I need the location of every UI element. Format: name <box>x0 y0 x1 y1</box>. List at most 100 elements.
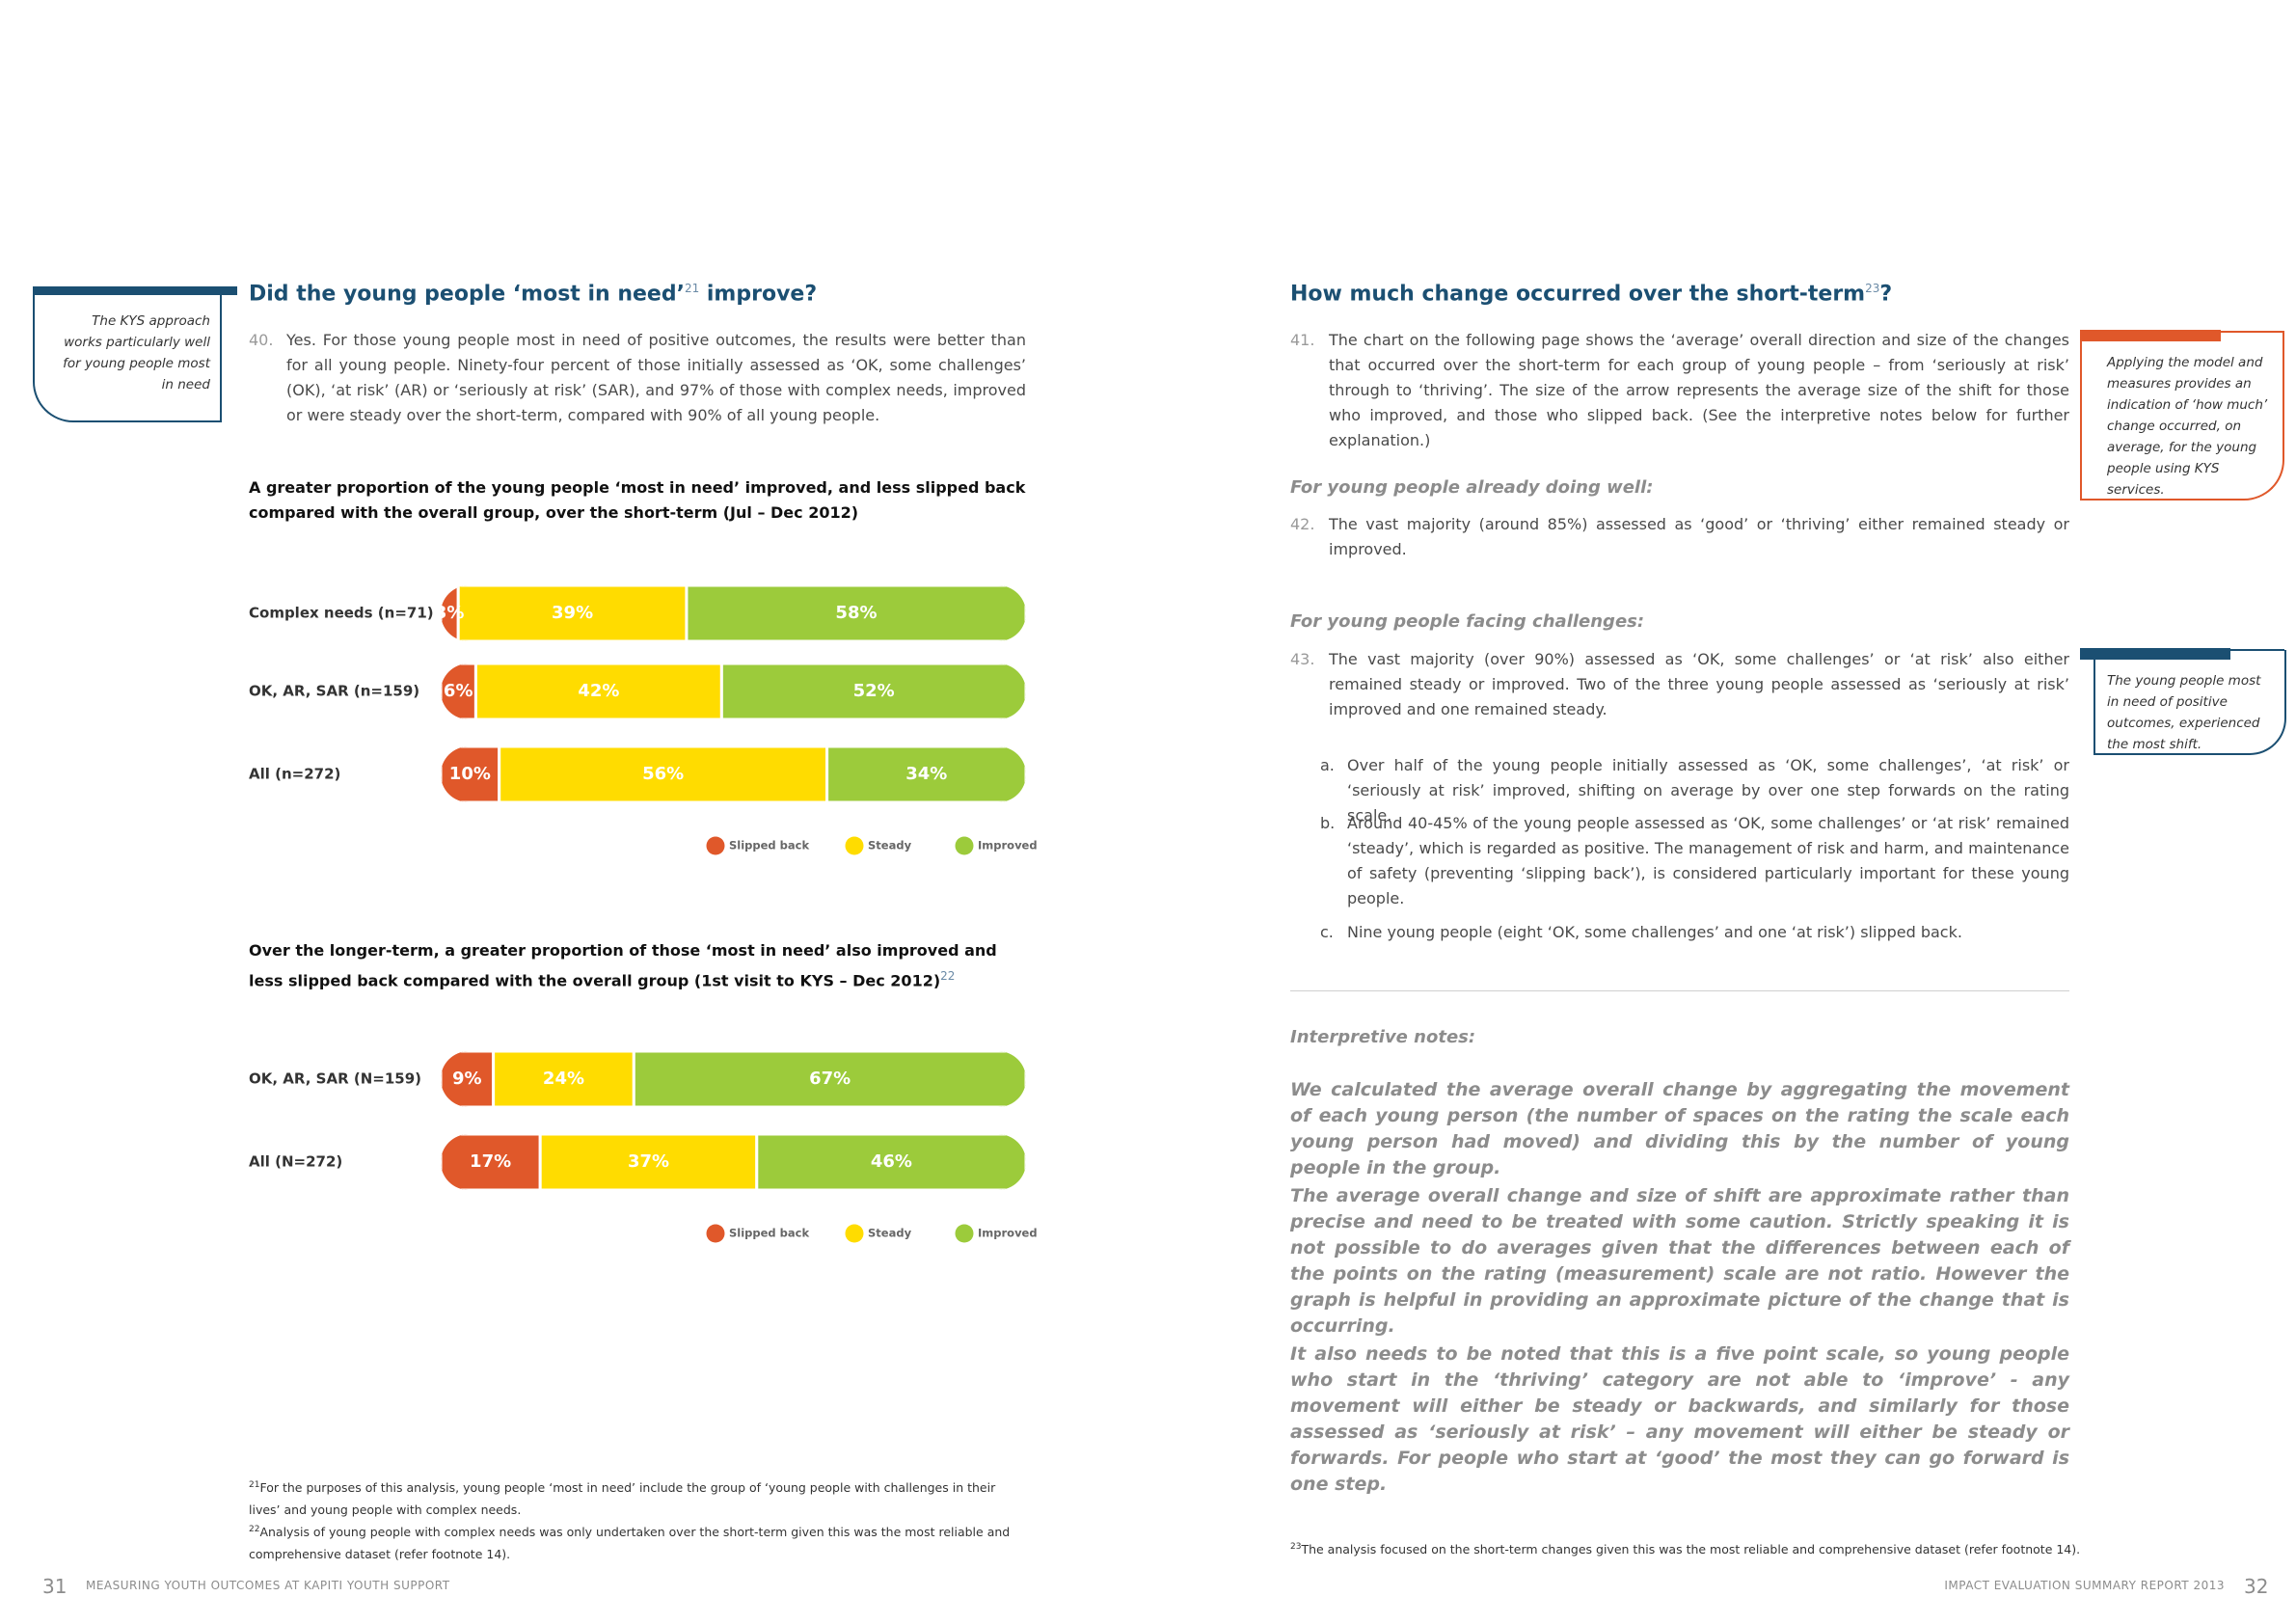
chart-title-sup: 22 <box>940 969 956 983</box>
heading: How much change occurred over the short-… <box>1290 282 1892 306</box>
value-label: 37% <box>628 1151 669 1172</box>
legend-marker <box>845 836 864 855</box>
value-label: 39% <box>552 603 593 623</box>
value-label: 67% <box>809 1069 851 1089</box>
list-item: Nine young people (eight ‘OK, some chall… <box>1347 923 1962 941</box>
value-label: 46% <box>871 1151 912 1172</box>
paragraph: The vast majority (over 90%) assessed as… <box>1329 650 2069 718</box>
value-label: 10% <box>449 764 491 784</box>
paragraph-number: 41. <box>1290 331 1315 349</box>
legend-marker <box>706 1224 725 1243</box>
sidebar-box <box>2080 331 2284 501</box>
page-number: 32 <box>2244 1575 2269 1598</box>
footnote-text: Analysis of young people with complex ne… <box>249 1525 1011 1562</box>
legend-marker <box>955 1224 974 1243</box>
value-label: 42% <box>578 681 619 701</box>
list-item: Over half of the young people initially … <box>1347 756 2069 825</box>
notes-heading: Interpretive notes: <box>1290 1027 1476 1047</box>
value-label: 24% <box>543 1069 584 1089</box>
legend-marker <box>955 836 974 855</box>
paragraph-number: 42. <box>1290 515 1315 533</box>
paragraph-number: 43. <box>1290 650 1315 668</box>
category-label: All (N=272) <box>249 1153 342 1171</box>
sidebar-bar <box>2080 330 2221 341</box>
legend-label: Slipped back <box>729 1227 809 1240</box>
heading-text: ? <box>1879 282 1893 307</box>
bar-row <box>441 585 1026 641</box>
note: We calculated the average overall change… <box>1290 1079 2069 1178</box>
value-label: 6% <box>444 681 473 701</box>
page-number: 31 <box>42 1575 68 1598</box>
paragraph: The chart on the following page shows th… <box>1329 331 2069 449</box>
bar-segment <box>755 1134 1026 1190</box>
bar-segment <box>719 663 1026 719</box>
sidebar-box <box>33 288 222 422</box>
list-item: Around 40-45% of the young people assess… <box>1347 814 2069 907</box>
paragraph: The vast majority (around 85%) assessed … <box>1329 515 2069 558</box>
bar-row <box>441 663 1026 719</box>
value-label: 17% <box>470 1151 511 1172</box>
bar-segment <box>685 585 1026 641</box>
note: The average overall change and size of s… <box>1290 1185 2069 1337</box>
value-label: 58% <box>835 603 877 623</box>
bar-row <box>441 1134 1026 1190</box>
footnote-text: For the purposes of this analysis, young… <box>249 1480 996 1518</box>
legend-marker <box>845 1224 864 1243</box>
heading-text: Did the young people ‘most in need’ <box>249 282 685 307</box>
value-label: 56% <box>642 764 684 784</box>
sidebar-text: The KYS approach works particularly well… <box>63 313 210 392</box>
heading-sup: 21 <box>684 282 700 295</box>
heading-text: improve? <box>699 282 818 307</box>
sidebar-text: The young people most in need of positiv… <box>2107 673 2261 752</box>
footer-text: MEASURING YOUTH OUTCOMES AT KAPITI YOUTH… <box>86 1579 450 1592</box>
subheading: For young people already doing well: <box>1290 477 1654 498</box>
footnote: 21For the purposes of this analysis, you… <box>249 1475 1026 1521</box>
heading-sup: 23 <box>1865 282 1880 295</box>
bar-row <box>441 746 1026 802</box>
bar-segment <box>538 1134 759 1190</box>
footnote: 23The analysis focused on the short-term… <box>1290 1536 2081 1560</box>
paragraph: Yes. For those young people most in need… <box>286 331 1026 424</box>
legend-label: Steady <box>868 1227 912 1240</box>
divider <box>1290 990 2069 991</box>
sidebar-box <box>2093 650 2286 755</box>
chart-title: Over the longer-term, a greater proporti… <box>249 938 1026 993</box>
list-letter: a. <box>1320 756 1335 774</box>
footer-text: IMPACT EVALUATION SUMMARY REPORT 2013 <box>1944 1579 2225 1592</box>
sidebar-text: Applying the model and measures provides… <box>2107 355 2268 498</box>
footnote-sup: 22 <box>249 1525 260 1534</box>
chart-title: A greater proportion of the young people… <box>249 478 1026 522</box>
category-label: OK, AR, SAR (N=159) <box>249 1070 421 1088</box>
legend-marker <box>706 836 725 855</box>
legend-label: Slipped back <box>729 839 809 853</box>
footnote-text: The analysis focused on the short-term c… <box>1301 1542 2081 1557</box>
legend-label: Improved <box>978 1227 1038 1240</box>
bar-segment <box>632 1051 1026 1107</box>
sidebar-bar <box>2080 648 2230 660</box>
footnote: 22Analysis of young people with complex … <box>249 1519 1026 1565</box>
value-label: 3% <box>435 603 465 623</box>
heading-text: How much change occurred over the short-… <box>1290 282 1866 307</box>
bar-row <box>441 1051 1026 1107</box>
category-label: All (n=272) <box>249 766 340 783</box>
bar-segment <box>456 585 689 641</box>
heading: Did the young people ‘most in need’21 im… <box>249 282 817 306</box>
legend-label: Steady <box>868 839 912 853</box>
sidebar-bar <box>33 286 237 295</box>
chart-title-text: Over the longer-term, a greater proporti… <box>249 941 997 990</box>
list-letter: b. <box>1320 814 1336 832</box>
sidebar-line <box>2080 331 2082 501</box>
value-label: 34% <box>905 764 947 784</box>
note: It also needs to be noted that this is a… <box>1290 1343 2069 1495</box>
legend-label: Improved <box>978 839 1038 853</box>
footnote-sup: 23 <box>1290 1542 1302 1552</box>
category-label: OK, AR, SAR (n=159) <box>249 683 419 700</box>
list-letter: c. <box>1320 923 1334 941</box>
footnote-sup: 21 <box>249 1480 260 1490</box>
paragraph-number: 40. <box>249 331 274 349</box>
bar-segment <box>825 746 1026 802</box>
value-label: 9% <box>452 1069 482 1089</box>
subheading: For young people facing challenges: <box>1290 611 1645 632</box>
